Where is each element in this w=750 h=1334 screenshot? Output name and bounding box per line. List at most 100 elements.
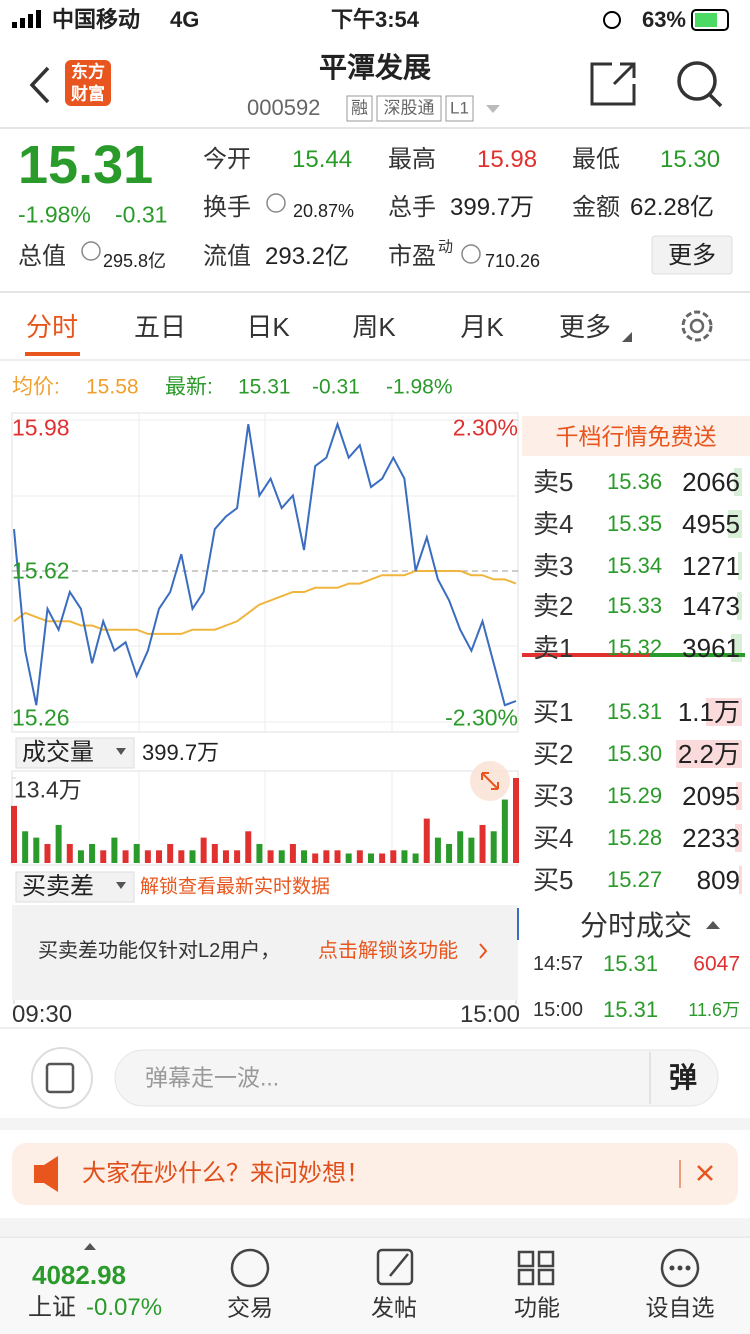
volume-bar (323, 850, 330, 863)
dropdown-arrow[interactable] (486, 105, 500, 113)
lock-icon (603, 11, 621, 29)
volume-bar (77, 850, 84, 863)
nav-item[interactable]: 发帖 (371, 1294, 417, 1321)
book-volume: 1.1万 (677, 697, 740, 727)
volume-bar (122, 850, 129, 863)
volume-bar (312, 853, 319, 863)
spread-hint: 解锁查看最新实时数据 (140, 876, 331, 898)
spread-selector-label[interactable]: 买卖差 (22, 873, 94, 900)
volume-bar (178, 850, 185, 863)
y-tick-label: 15.26 (12, 704, 70, 731)
volume-bar (89, 843, 96, 863)
book-price: 15.30 (607, 741, 663, 766)
y-tick-label: 15.98 (12, 414, 70, 441)
volume-bar (234, 850, 241, 863)
volume-bar (33, 837, 40, 863)
active-tab-underline (25, 352, 80, 356)
comment-input[interactable] (114, 1049, 719, 1107)
volume-bar (22, 831, 29, 863)
app-logo[interactable] (65, 60, 111, 106)
search-button[interactable] (677, 61, 723, 108)
volume-bar (512, 778, 520, 863)
book-level: 买3 (533, 781, 574, 811)
stock-tag: L1 (450, 98, 469, 118)
speaker-icon (34, 1156, 58, 1192)
volume-bar (222, 850, 229, 863)
tag-box (445, 95, 474, 122)
volume-bar (245, 831, 252, 863)
latest-change: -0.31 (312, 375, 360, 399)
book-volume: 1271 (682, 551, 740, 581)
volume-bar (200, 837, 207, 863)
volume-bar (100, 850, 107, 863)
spread-notice-box[interactable] (12, 905, 518, 1000)
stat-label: 换手 (203, 194, 251, 221)
danmaku-send-button[interactable]: 弹 (668, 1062, 698, 1093)
stat-value: 399.7万 (450, 194, 535, 221)
change-amount: -0.31 (115, 201, 168, 228)
stat-label: 总值 (18, 243, 66, 270)
chart-tab[interactable]: 更多 (558, 312, 612, 342)
index-toggle[interactable] (84, 1243, 96, 1250)
expand-icon (481, 772, 499, 790)
trade-price: 15.31 (603, 951, 659, 976)
last-price: 15.31 (18, 135, 154, 195)
volume-bar (412, 853, 419, 863)
stat-value: 15.98 (477, 146, 538, 173)
stat-value: 295.8亿 (103, 251, 167, 271)
tab-more-arrow (622, 332, 632, 342)
volume-bar (423, 818, 430, 863)
banner-close[interactable] (697, 1165, 713, 1181)
chart-tab[interactable]: 日K (246, 312, 290, 342)
order-book-promo[interactable]: 千档行情免费送 (555, 423, 717, 450)
danmaku-settings-button[interactable] (31, 1047, 93, 1109)
comment-placeholder[interactable]: 弹幕走一波... (145, 1064, 280, 1091)
chart-tab[interactable]: 月K (460, 312, 504, 342)
stat-value: 15.44 (292, 146, 353, 173)
dropdown-arrow (116, 748, 126, 755)
volume-selector-label[interactable]: 成交量 (22, 739, 94, 766)
nav-item[interactable]: 交易 (227, 1294, 273, 1321)
chart-tab[interactable]: 周K (352, 312, 396, 342)
spread-notice: 买卖差功能仅针对L2用户， (38, 940, 281, 962)
nav-item[interactable]: 功能 (514, 1294, 560, 1321)
chart-tab[interactable]: 分时 (25, 312, 79, 342)
volume-bar (479, 824, 486, 863)
y2-tick-label: 2.30% (452, 414, 518, 441)
y-tick-label: 15.62 (12, 557, 70, 584)
spread-selector[interactable] (15, 871, 135, 903)
book-volume: 4955 (682, 509, 740, 539)
nav-item[interactable]: 设自选 (645, 1294, 715, 1321)
volume-bar (144, 850, 151, 863)
share-button[interactable] (590, 62, 636, 106)
volume-bar (301, 850, 308, 863)
volume-selector[interactable] (15, 737, 135, 769)
unlock-link[interactable]: 点击解锁该功能 (318, 940, 458, 962)
volume-bar (111, 837, 118, 863)
banner[interactable] (12, 1143, 738, 1205)
trades-title: 分时成交 (579, 910, 693, 941)
order-book-header-bg[interactable] (522, 416, 750, 456)
back-button[interactable] (29, 66, 50, 104)
chart-tab[interactable]: 五日 (133, 312, 187, 342)
volume-bar (446, 843, 453, 863)
index-value[interactable]: 4082.98 (32, 1260, 126, 1290)
trades-toggle[interactable] (706, 921, 720, 929)
latest-change-percent: -1.98% (386, 375, 453, 399)
book-level: 买1 (533, 697, 574, 727)
stock-tag: 深股通 (383, 98, 435, 118)
more-button-label[interactable]: 更多 (668, 242, 716, 269)
volume-bar (334, 850, 341, 863)
volume-bar (490, 831, 497, 863)
volume-bar (66, 843, 73, 863)
book-level: 买4 (533, 823, 574, 853)
volume-bar (156, 850, 163, 863)
y-tick-label: 13.4万 (14, 776, 82, 803)
tag-box (346, 95, 373, 122)
banner-text[interactable]: 大家在炒什么？来问妙想！ (82, 1160, 370, 1187)
settings-button[interactable] (681, 310, 713, 342)
info-icons (81, 193, 481, 264)
more-button[interactable] (651, 235, 733, 275)
change-percent: -1.98% (18, 201, 91, 228)
